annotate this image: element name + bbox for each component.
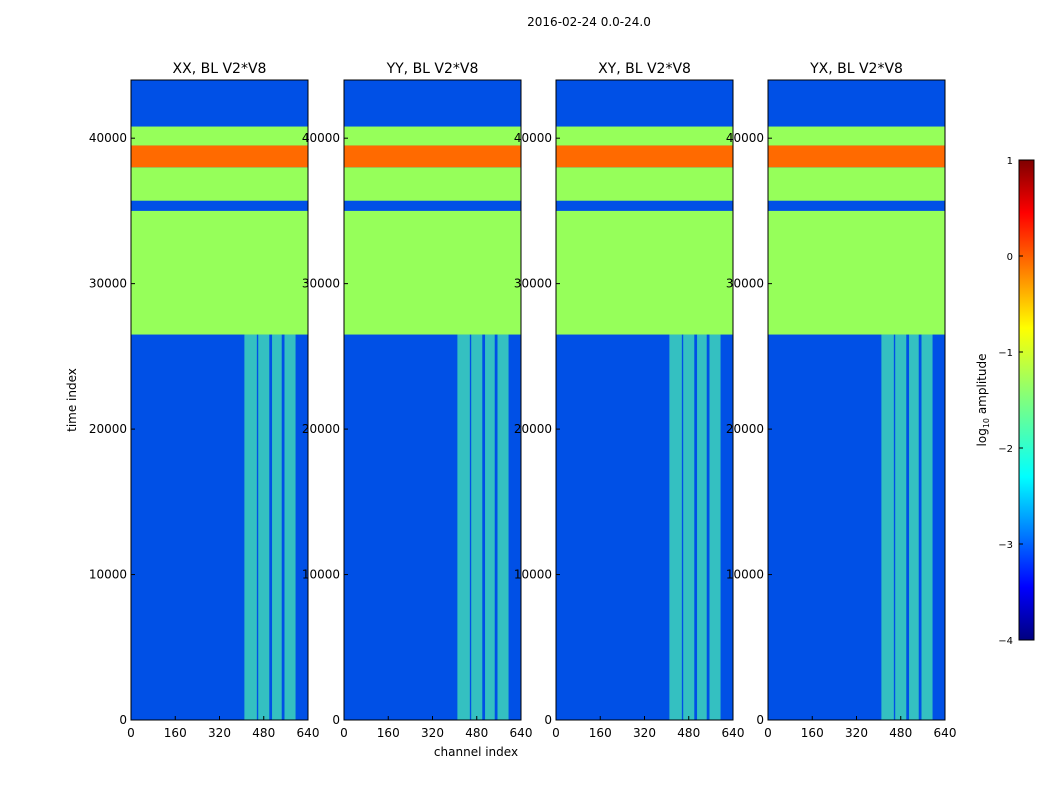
rfi-channel-band [895,334,907,720]
y-tick-label: 20000 [514,422,552,436]
y-tick-label: 30000 [89,277,127,291]
colorbar-tick-label: −3 [998,540,1013,551]
colorbar-label: log10 amplitude [975,354,991,447]
figure-suptitle: 2016-02-24 0.0-24.0 [527,15,651,29]
rfi-channel-band [497,334,509,720]
x-tick-label: 0 [764,726,772,740]
flagged-band-green [768,210,945,335]
heatmap-panel-2: YY, BL V2*V8 0 160 320 480 640 0 10000 20000 3000… [302,61,533,740]
flagged-band-orange [556,145,733,168]
y-tick-label: 20000 [726,422,764,436]
rfi-channel-band [881,334,894,720]
x-tick-label: 320 [421,726,444,740]
rfi-channel-band [697,334,707,720]
y-tick-label: 20000 [302,422,340,436]
colorbar-label-log: log [975,428,989,446]
x-tick-label: 640 [722,726,745,740]
x-tick-label: 160 [801,726,824,740]
flagged-band-green [131,167,308,201]
heatmap-panel-1: XX, BL V2*V8 0 160 320 480 640 0 10000 20000 3000… [89,61,320,740]
y-tick-label: 0 [332,713,340,727]
y-tick-label: 40000 [89,131,127,145]
y-tick-label: 30000 [302,277,340,291]
x-tick-label: 160 [164,726,187,740]
x-tick-label: 640 [297,726,320,740]
rfi-channel-band [485,334,495,720]
rfi-channel-band [709,334,721,720]
y-tick-label: 30000 [726,277,764,291]
rfi-channel-band [284,334,296,720]
panel-title: YX, BL V2*V8 [809,61,903,77]
x-tick-label: 480 [889,726,912,740]
rfi-channel-band [272,334,282,720]
colorbar-tick-label: 0 [1007,252,1013,263]
y-tick-label: 0 [544,713,552,727]
x-tick-label: 640 [934,726,957,740]
flagged-band-green [131,126,308,146]
x-tick-label: 480 [252,726,275,740]
y-tick-label: 30000 [514,277,552,291]
x-tick-label: 640 [510,726,533,740]
colorbar-tick-label: −4 [998,636,1013,647]
flagged-band-orange [344,145,521,168]
flagged-band-green [768,167,945,201]
x-axis-label: channel index [434,745,518,759]
flagged-band-green [344,210,521,335]
heatmap-panels: XX, BL V2*V8 0 160 320 480 640 0 10000 20000 3000… [89,61,957,740]
panel-title: XX, BL V2*V8 [173,61,267,77]
colorbar-tick-label: 1 [1007,156,1013,167]
colorbar: 10−1−2−3−4 log10 amplitude [975,156,1035,647]
flagged-band-green [556,167,733,201]
panel-title: YY, BL V2*V8 [386,61,479,77]
flagged-band-green [556,210,733,335]
x-tick-label: 320 [633,726,656,740]
colorbar-gradient [1018,159,1035,641]
colorbar-tick-label: −1 [998,348,1013,359]
flagged-band-orange [768,145,945,168]
y-tick-label: 0 [756,713,764,727]
flagged-band-orange [131,145,308,168]
y-tick-label: 20000 [89,422,127,436]
x-tick-label: 0 [127,726,135,740]
x-tick-label: 160 [589,726,612,740]
colorbar-label-rest: amplitude [975,354,989,418]
flagged-band-green [556,126,733,146]
x-tick-label: 480 [677,726,700,740]
y-tick-label: 40000 [302,131,340,145]
y-tick-label: 40000 [726,131,764,145]
x-tick-label: 320 [845,726,868,740]
y-tick-label: 10000 [302,568,340,582]
x-tick-label: 0 [552,726,560,740]
y-tick-label: 10000 [514,568,552,582]
flagged-band-green [768,126,945,146]
rfi-channel-band [921,334,933,720]
y-tick-label: 10000 [89,568,127,582]
rfi-channel-band [471,334,483,720]
rfi-channel-band [669,334,682,720]
x-tick-label: 480 [465,726,488,740]
colorbar-tick-label: −2 [998,444,1013,455]
flagged-band-green [344,167,521,201]
rfi-channel-band [683,334,695,720]
heatmap-panel-3: XY, BL V2*V8 0 160 320 480 640 0 10000 20000 3000… [514,61,745,740]
rfi-channel-band [457,334,470,720]
x-tick-label: 160 [377,726,400,740]
colorbar-label-sub: 10 [982,418,991,428]
colorbar-ticks: 1 0 −1 −2 −3 −4 [998,156,1023,647]
y-axis-label: time index [65,368,79,432]
rfi-channel-band [258,334,270,720]
flagged-band-green [344,126,521,146]
flagged-band-green [131,210,308,335]
rfi-channel-band [244,334,257,720]
y-tick-label: 0 [119,713,127,727]
x-tick-label: 0 [340,726,348,740]
y-tick-label: 10000 [726,568,764,582]
x-tick-label: 320 [208,726,231,740]
rfi-channel-band [909,334,919,720]
panel-title: XY, BL V2*V8 [598,61,691,77]
heatmap-panel-4: YX, BL V2*V8 0 160 320 480 640 0 10000 20000 3000… [726,61,957,740]
y-tick-label: 40000 [514,131,552,145]
